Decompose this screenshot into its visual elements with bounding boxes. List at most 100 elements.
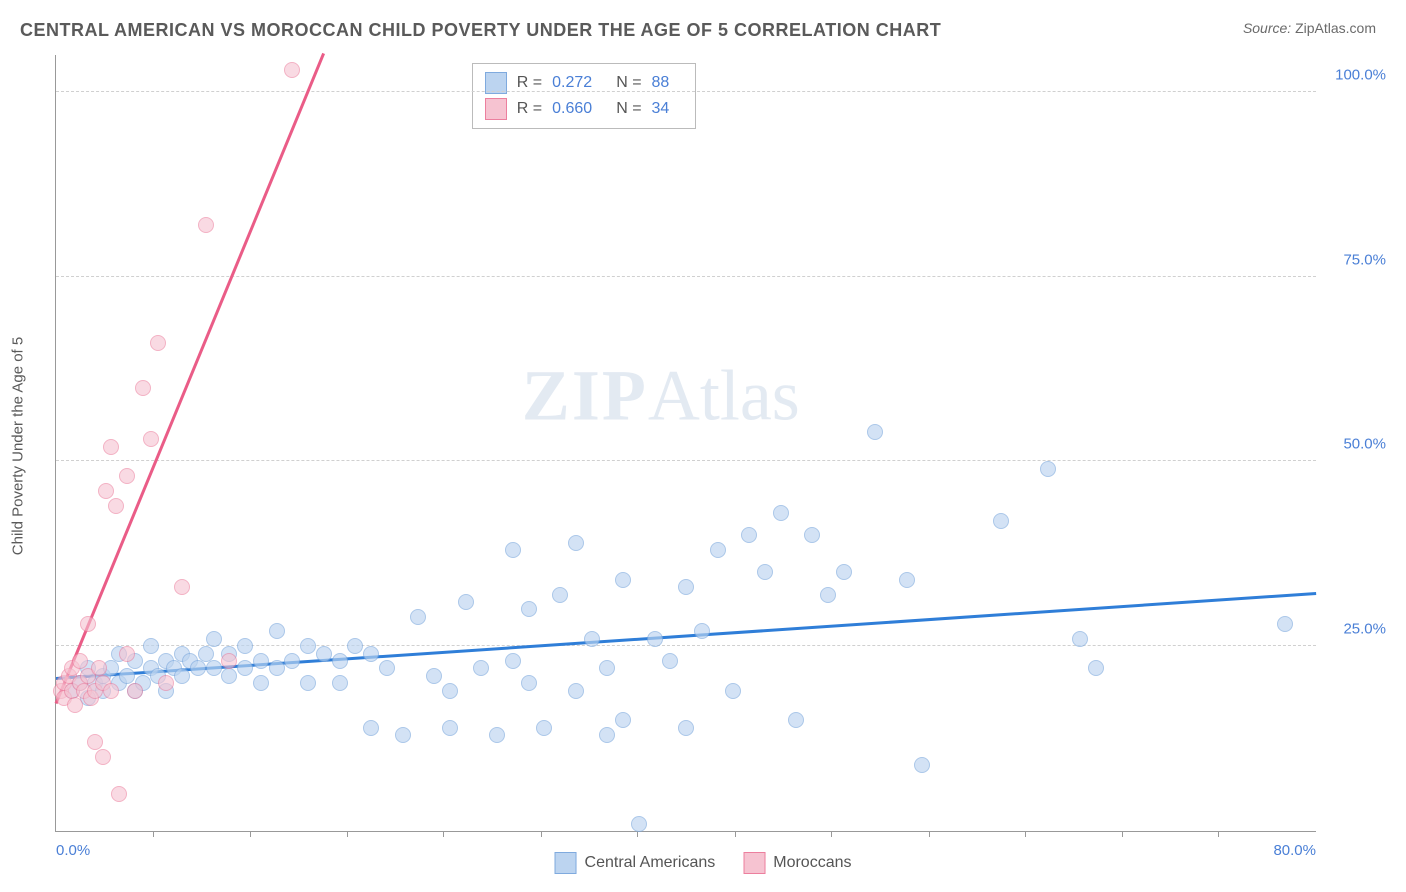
- x-tick-mark: [929, 831, 930, 837]
- data-point: [1088, 660, 1104, 676]
- y-tick-label: 100.0%: [1326, 66, 1386, 83]
- data-point: [1277, 616, 1293, 632]
- data-point: [410, 609, 426, 625]
- data-point: [993, 513, 1009, 529]
- data-point: [725, 683, 741, 699]
- data-point: [505, 542, 521, 558]
- source-label: Source:: [1243, 20, 1291, 36]
- scatter-chart: ZIPAtlas R = 0.272 N = 88 R = 0.660 N = …: [55, 55, 1316, 832]
- legend-item-series2: Moroccans: [743, 852, 851, 874]
- y-tick-label: 25.0%: [1326, 621, 1386, 638]
- x-tick-mark: [831, 831, 832, 837]
- trend-line-moroccans: [55, 53, 326, 704]
- data-point: [662, 653, 678, 669]
- data-point: [300, 675, 316, 691]
- data-point: [584, 631, 600, 647]
- x-tick-mark: [250, 831, 251, 837]
- data-point: [269, 660, 285, 676]
- x-tick-mark: [1025, 831, 1026, 837]
- data-point: [395, 727, 411, 743]
- data-point: [489, 727, 505, 743]
- data-point: [237, 638, 253, 654]
- data-point: [458, 594, 474, 610]
- source-value: ZipAtlas.com: [1295, 20, 1376, 36]
- gridline-h: [56, 276, 1316, 277]
- x-tick-mark: [347, 831, 348, 837]
- data-point: [473, 660, 489, 676]
- data-point: [108, 498, 124, 514]
- legend-label-series2: Moroccans: [773, 854, 851, 872]
- data-point: [316, 646, 332, 662]
- data-point: [631, 816, 647, 832]
- watermark: ZIPAtlas: [522, 355, 800, 438]
- r-value-series1: 0.272: [552, 74, 592, 92]
- x-tick-mark: [443, 831, 444, 837]
- data-point: [269, 623, 285, 639]
- data-point: [363, 720, 379, 736]
- gridline-h: [56, 91, 1316, 92]
- data-point: [67, 697, 83, 713]
- data-point: [221, 668, 237, 684]
- watermark-atlas: Atlas: [648, 356, 800, 436]
- data-point: [221, 653, 237, 669]
- data-point: [198, 646, 214, 662]
- data-point: [206, 660, 222, 676]
- data-point: [757, 564, 773, 580]
- data-point: [347, 638, 363, 654]
- data-point: [91, 660, 107, 676]
- data-point: [190, 660, 206, 676]
- data-point: [135, 380, 151, 396]
- x-tick-mark: [1218, 831, 1219, 837]
- data-point: [80, 616, 96, 632]
- data-point: [150, 335, 166, 351]
- data-point: [284, 62, 300, 78]
- data-point: [568, 535, 584, 551]
- data-point: [442, 720, 458, 736]
- data-point: [87, 734, 103, 750]
- data-point: [284, 653, 300, 669]
- x-tick-mark: [541, 831, 542, 837]
- data-point: [741, 527, 757, 543]
- data-point: [379, 660, 395, 676]
- data-point: [1072, 631, 1088, 647]
- data-point: [773, 505, 789, 521]
- data-point: [119, 468, 135, 484]
- data-point: [552, 587, 568, 603]
- x-tick-label: 80.0%: [1273, 842, 1316, 859]
- r-value-series2: 0.660: [552, 100, 592, 118]
- data-point: [710, 542, 726, 558]
- data-point: [206, 631, 222, 647]
- r-label: R =: [517, 100, 542, 118]
- data-point: [300, 638, 316, 654]
- data-point: [820, 587, 836, 603]
- data-point: [599, 660, 615, 676]
- data-point: [174, 668, 190, 684]
- source-attribution: Source: ZipAtlas.com: [1243, 20, 1376, 36]
- data-point: [253, 675, 269, 691]
- legend-swatch-series2: [485, 98, 507, 120]
- data-point: [119, 646, 135, 662]
- legend-item-series1: Central Americans: [555, 852, 716, 874]
- n-label: N =: [616, 74, 641, 92]
- data-point: [521, 601, 537, 617]
- data-point: [536, 720, 552, 736]
- data-point: [426, 668, 442, 684]
- data-point: [332, 653, 348, 669]
- data-point: [599, 727, 615, 743]
- x-tick-mark: [153, 831, 154, 837]
- y-tick-label: 50.0%: [1326, 436, 1386, 453]
- data-point: [867, 424, 883, 440]
- legend-row-series1: R = 0.272 N = 88: [485, 70, 684, 96]
- legend-swatch-series1: [555, 852, 577, 874]
- data-point: [174, 579, 190, 595]
- legend-series-box: Central Americans Moroccans: [555, 852, 852, 874]
- data-point: [442, 683, 458, 699]
- data-point: [72, 653, 88, 669]
- data-point: [568, 683, 584, 699]
- data-point: [158, 675, 174, 691]
- data-point: [127, 683, 143, 699]
- gridline-h: [56, 460, 1316, 461]
- data-point: [899, 572, 915, 588]
- data-point: [95, 749, 111, 765]
- x-tick-mark: [637, 831, 638, 837]
